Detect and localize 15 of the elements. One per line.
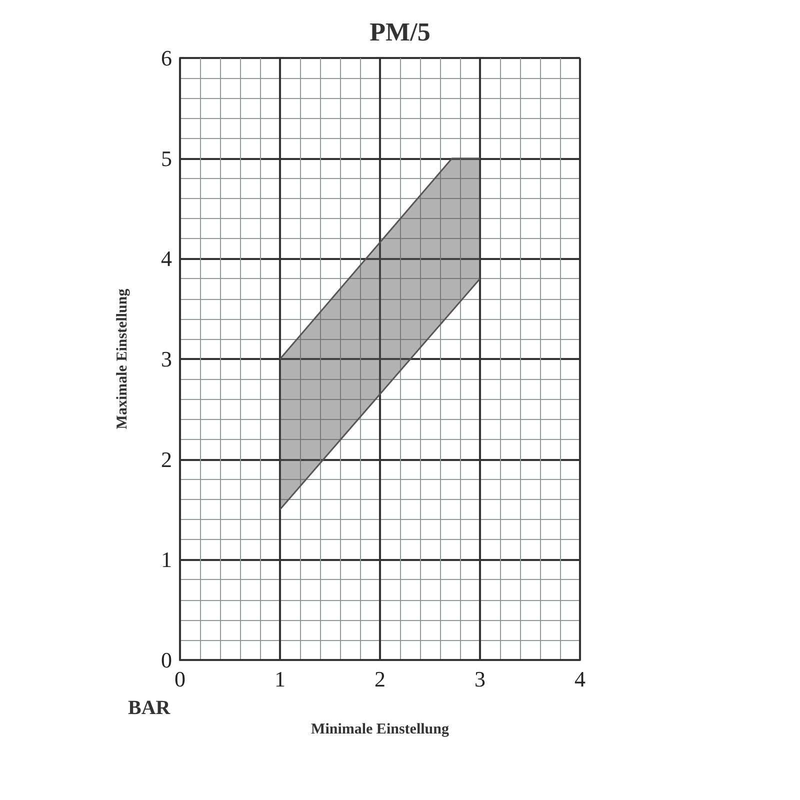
x-tick-label: 2 (374, 666, 386, 692)
y-tick-label: 4 (161, 246, 172, 272)
y-axis-title: Maximale Einstellung (114, 288, 130, 430)
text: BAR (128, 697, 171, 719)
x-tick-label: 3 (474, 666, 486, 692)
y-tick-label: 3 (161, 346, 172, 372)
y-tick-label: 0 (161, 648, 172, 672)
y-tick-label: 6 (161, 46, 172, 70)
y-tick-label: 1 (161, 547, 172, 572)
x-tick-label: 1 (274, 666, 286, 692)
y-tick-label: 2 (161, 446, 172, 472)
x-axis-title: Minimale Einstellung (311, 722, 450, 738)
x-tick-label: 4 (574, 666, 586, 692)
y-tick-label: 5 (161, 146, 172, 171)
chart-title: PM/5 (370, 18, 430, 46)
